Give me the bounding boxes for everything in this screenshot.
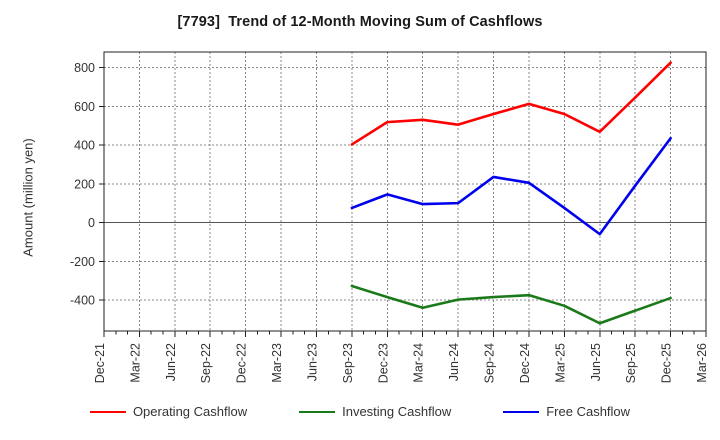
x-tick-label: Jun-23 (305, 343, 319, 381)
x-tick-label: Mar-22 (128, 343, 142, 383)
y-tick-labels: -400 -200 0 200 400 600 800 (70, 61, 95, 308)
x-tick-label: Jun-25 (589, 343, 603, 381)
x-tick-label: Sep-25 (624, 343, 638, 383)
axis-frame (103, 51, 707, 332)
x-tick-labels: Dec-21 Mar-22 Jun-22 Sep-22 Dec-22 Mar-23 Jun-… (93, 343, 709, 383)
legend-color-swatch (89, 410, 126, 413)
data-series (350, 61, 672, 325)
legend-color-swatch (503, 410, 540, 413)
y-tick-label: 0 (88, 216, 95, 230)
y-tick-label: -400 (70, 294, 95, 308)
y-tick-label: 800 (74, 61, 95, 75)
y-tick-label: -200 (70, 255, 95, 269)
legend-item[interactable]: Investing Cashflow (299, 404, 451, 419)
legend-label: Investing Cashflow (342, 404, 452, 419)
y-tick-label: 400 (74, 139, 95, 153)
legend-item[interactable]: Operating Cashflow (89, 404, 248, 419)
y-tick-label: 200 (74, 177, 95, 191)
chart-legend: Operating Cashflow Investing Cashflow Free… (0, 404, 720, 419)
legend-item[interactable]: Free Cashflow (503, 404, 630, 419)
legend-label: Operating Cashflow (132, 404, 248, 419)
x-tick-label: Dec-23 (376, 343, 390, 383)
x-tick-label: Jun-24 (447, 343, 461, 381)
x-tick-label: Jun-22 (164, 343, 178, 381)
series-line (350, 284, 672, 325)
x-tick-label: Mar-25 (553, 343, 567, 383)
series-line (350, 61, 672, 146)
x-tick-label: Sep-24 (483, 343, 497, 383)
x-tick-label: Mar-24 (412, 343, 426, 383)
x-tick-label: Dec-24 (518, 343, 532, 383)
gridlines (104, 52, 706, 331)
x-tick-label: Dec-21 (93, 343, 107, 383)
legend-color-swatch (299, 410, 336, 413)
x-tick-label: Sep-22 (199, 343, 213, 383)
chart-title: [7793] Trend of 12-Month Moving Sum of C… (177, 14, 543, 30)
legend-label: Free Cashflow (546, 404, 631, 419)
x-tick-label: Dec-22 (235, 343, 249, 383)
axis-ticks (99, 67, 707, 337)
x-tick-label: Mar-23 (270, 343, 284, 383)
series-line (350, 136, 672, 236)
x-tick-label: Dec-25 (660, 343, 674, 383)
y-tick-label: 600 (74, 100, 95, 114)
x-tick-label: Mar-26 (695, 343, 709, 383)
x-tick-label: Sep-23 (341, 343, 355, 383)
